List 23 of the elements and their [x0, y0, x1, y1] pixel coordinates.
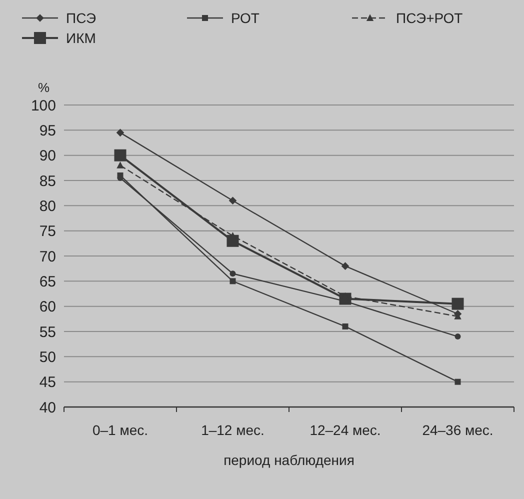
legend-label: ИКМ	[66, 30, 96, 46]
x-tick-label: 12–24 мес.	[310, 422, 381, 438]
y-tick-label: 95	[39, 122, 56, 140]
legend-label: РОТ	[231, 10, 260, 26]
legend-label: ПСЭ	[66, 10, 96, 26]
x-tick-label: 24–36 мес.	[422, 422, 494, 438]
x-tick-label: 1–12 мес.	[201, 422, 264, 438]
y-tick-label: 65	[39, 273, 56, 290]
y-tick-label: 85	[39, 172, 56, 190]
y-axis-title: %	[38, 80, 50, 95]
y-tick-label: 80	[39, 198, 56, 215]
y-tick-label: 90	[39, 148, 56, 165]
y-tick-label: 55	[39, 324, 56, 341]
legend-label: ПСЭ+РОТ	[396, 10, 464, 26]
y-tick-label: 70	[39, 248, 56, 266]
y-tick-label: 45	[39, 374, 56, 392]
y-tick-label: 75	[39, 223, 56, 240]
x-axis-title: период наблюдения	[224, 452, 354, 468]
y-tick-label: 50	[39, 348, 56, 366]
x-tick-label: 0–1 мес.	[92, 422, 148, 438]
y-tick-label: 60	[39, 298, 56, 316]
y-tick-label: 100	[30, 97, 56, 114]
y-tick-label: 40	[39, 399, 56, 416]
